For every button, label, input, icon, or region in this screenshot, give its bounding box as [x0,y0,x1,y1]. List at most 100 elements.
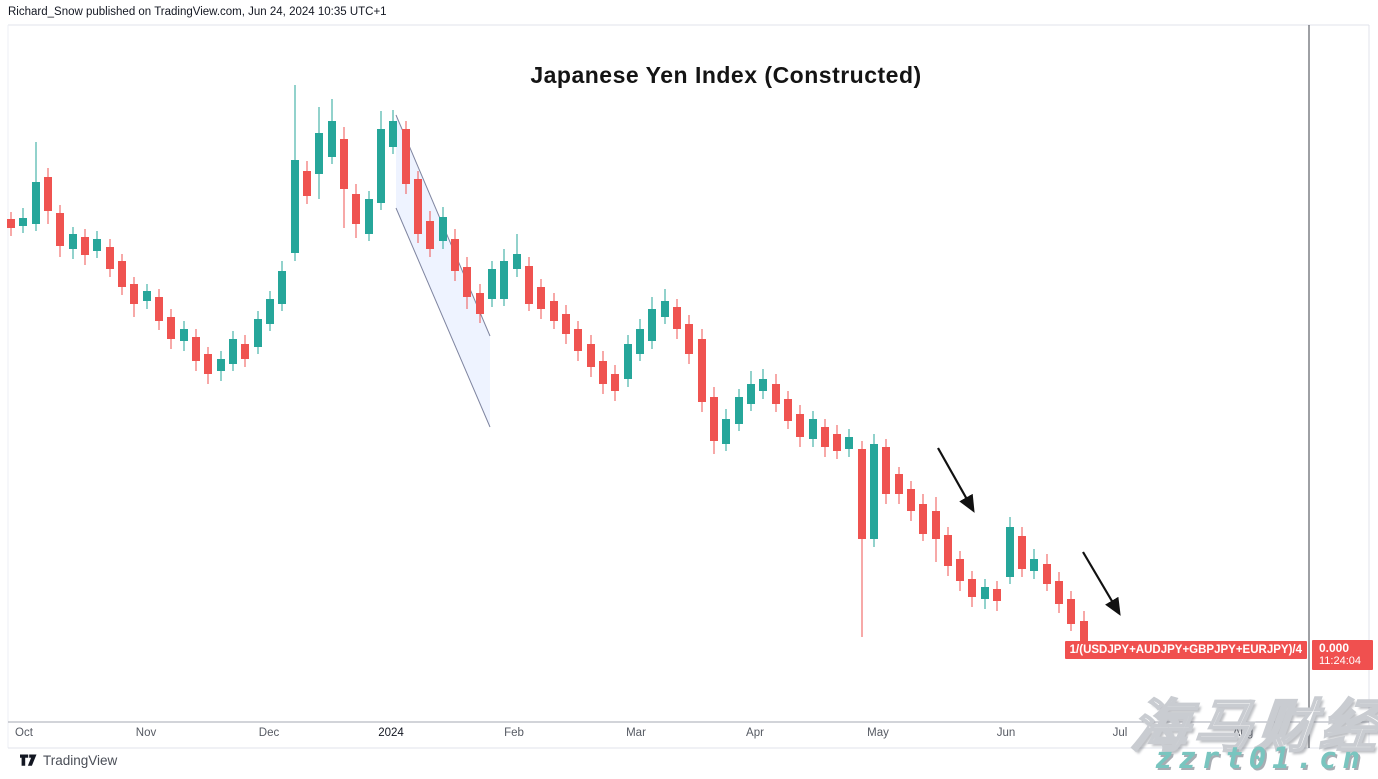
candle-body [698,339,706,402]
candle-body [1080,621,1088,647]
watermark-site-url: zzrt01.cn [1154,741,1366,775]
candle-body [611,374,619,391]
candle-body [389,121,397,147]
candle-body [56,213,64,246]
candle-body [648,309,656,341]
candle-body [907,489,915,511]
candle-body [229,339,237,364]
candle-body [722,419,730,444]
candle-body [81,237,89,255]
candle-body [821,427,829,447]
down-arrow-annotation[interactable] [1082,551,1121,616]
candle-body [550,301,558,321]
x-axis-tick-may: May [867,727,889,739]
candle-body [451,239,459,271]
chart-title: Japanese Yen Index (Constructed) [530,62,922,88]
down-arrow-annotation[interactable] [937,447,975,513]
candle-body [192,337,200,361]
x-axis-tick-jun: Jun [996,727,1016,739]
bar-countdown: 11:24:04 [1319,655,1362,667]
candle-body [488,269,496,299]
attribution-text: Richard_Snow published on TradingView.co… [8,6,387,18]
candle-body [377,129,385,203]
candle-body [587,344,595,367]
x-axis-tick-2024: 2024 [378,727,404,739]
series-formula-label: 1/(USDJPY+AUDJPY+GBPJPY+EURJPY)/4 [1064,641,1307,659]
candle-body [993,589,1001,601]
candle-body [735,397,743,424]
candle-body [1067,599,1075,624]
candle-body [426,221,434,249]
candle-body [599,361,607,384]
last-price-label: 0.000 11:24:04 [1312,640,1373,670]
x-axis-tick-nov: Nov [135,727,157,739]
candle-body [870,444,878,539]
candle-body [661,301,669,317]
candle-body [19,218,27,226]
candle-body [439,217,447,241]
candle-body [895,474,903,494]
x-axis-tick-apr: Apr [746,727,764,739]
candle-body [537,287,545,309]
candle-body [254,319,262,347]
x-axis-tick-aug: Aug [1232,727,1254,739]
tradingview-attribution[interactable]: TradingView [20,752,117,768]
candle-body [7,219,15,228]
tradingview-logo-text: TradingView [43,752,118,768]
channel-lower-line[interactable] [395,207,491,428]
candle-body [352,194,360,224]
candle-body [69,234,77,249]
candle-body [266,299,274,324]
candle-body [180,329,188,341]
candle-body [1043,564,1051,584]
candle-body [1030,559,1038,571]
candle-body [143,291,151,301]
candle-body [328,121,336,157]
candle-body [303,171,311,196]
candle-body [130,284,138,304]
candle-body [562,314,570,334]
candle-body [44,177,52,211]
channel-fill[interactable] [396,115,490,427]
candle-body [624,344,632,379]
candle-body [106,247,114,269]
candle-body [155,297,163,321]
candle-body [402,129,410,184]
candle-body [944,535,952,566]
candle-body [340,139,348,189]
last-price-value: 0.000 [1319,641,1350,655]
candle-body [833,434,841,451]
candle-body [476,293,484,314]
candle-body [772,384,780,404]
candle-body [858,449,866,539]
candle-body [463,267,471,297]
candle-body [217,359,225,371]
x-axis-tick-mar: Mar [626,727,646,739]
candle-body [278,271,286,304]
candle-body [784,399,792,421]
candle-body [956,559,964,581]
candle-body [845,437,853,449]
candle-body [809,419,817,439]
candle-body [241,344,249,359]
candle-body [500,261,508,299]
candle-body [673,307,681,329]
candle-body [93,239,101,251]
candle-body [118,261,126,287]
tradingview-logo-icon [20,754,37,766]
x-axis-tick-jul: Jul [1112,727,1128,739]
candle-body [685,324,693,354]
candle-body [1055,581,1063,604]
candle-body [932,511,940,539]
candle-body [525,266,533,304]
candle-body [796,414,804,437]
x-axis-tick-oct: Oct [15,727,33,739]
x-axis-tick-feb: Feb [504,727,524,739]
candle-body [32,182,40,224]
candle-body [636,329,644,354]
candle-body [968,579,976,597]
candle-body [710,397,718,441]
candle-body [365,199,373,234]
